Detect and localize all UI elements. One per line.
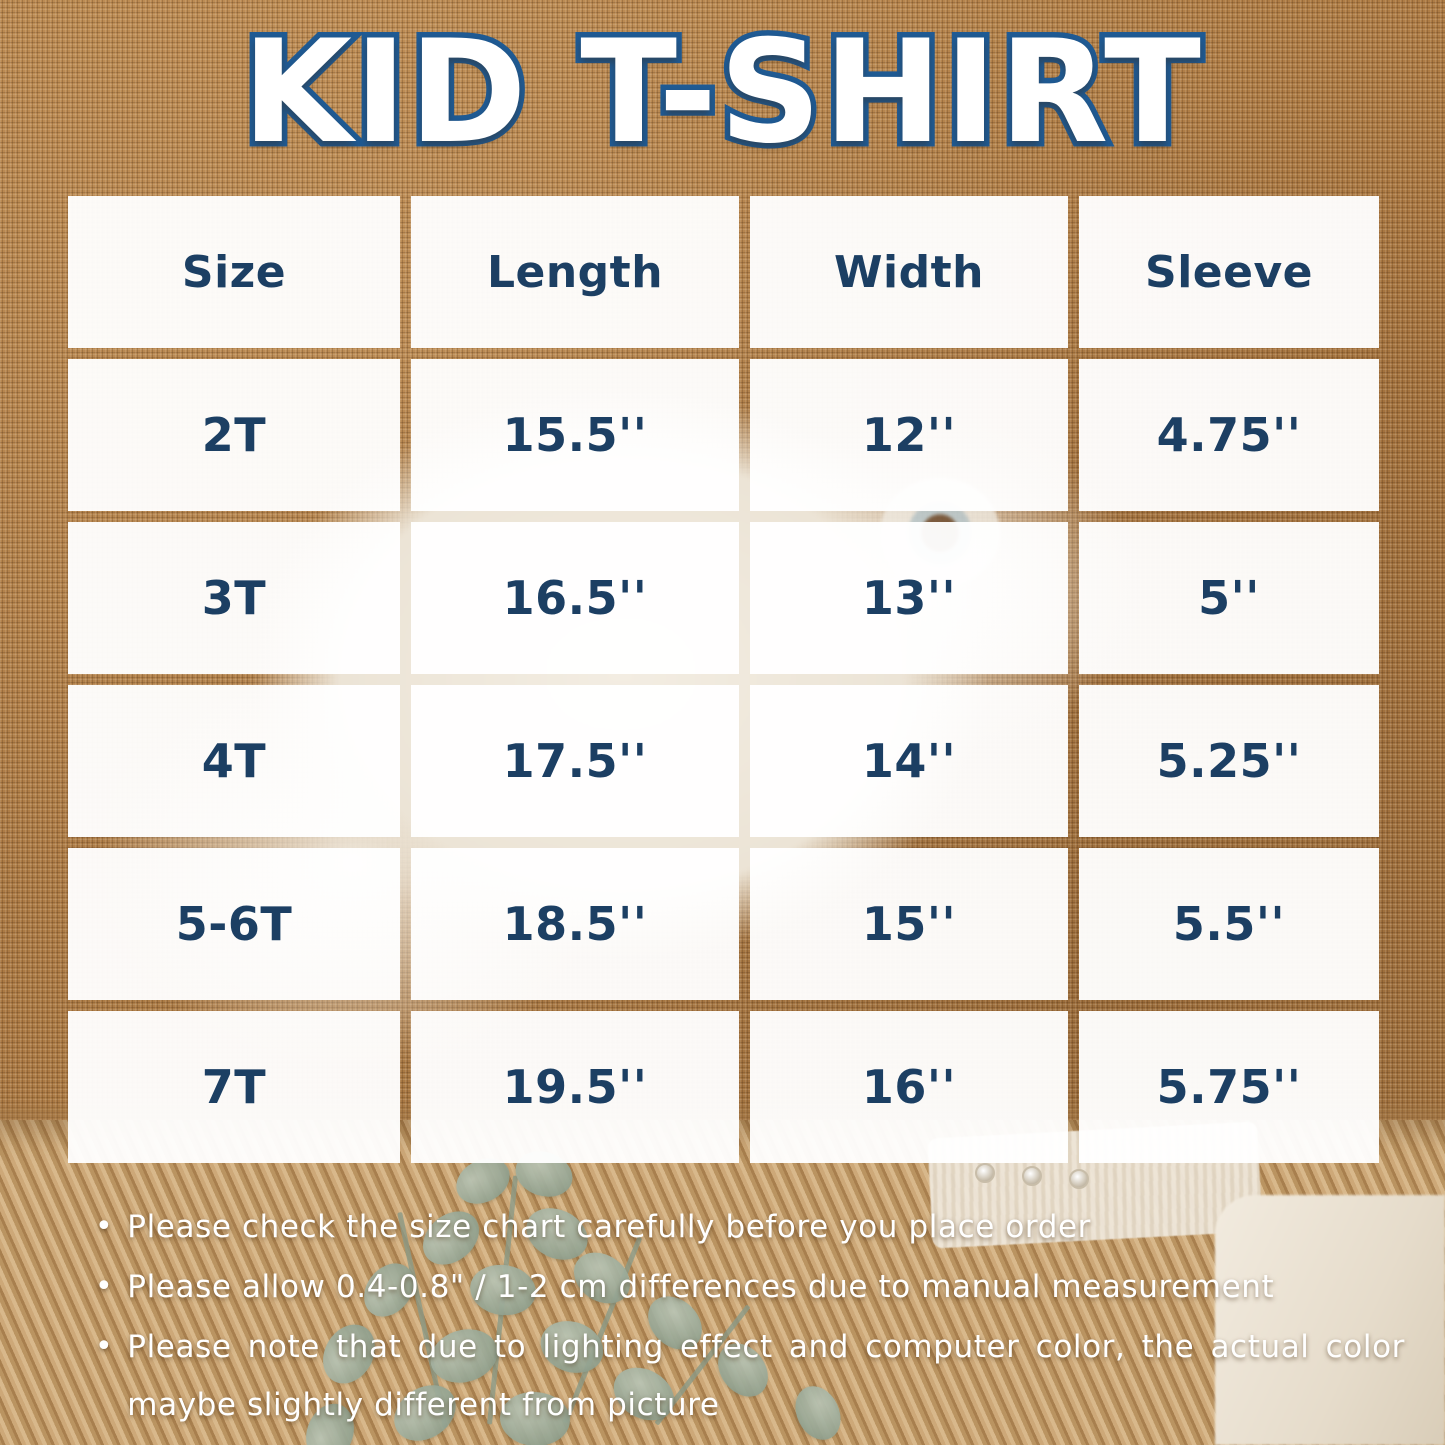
table-row: 5'' <box>1079 522 1379 674</box>
table-row: 5.25'' <box>1079 685 1379 837</box>
note-text: Please check the size chart carefully be… <box>127 1209 1092 1245</box>
table-header-sleeve: Sleeve <box>1079 196 1379 348</box>
table-row: 2T <box>68 359 400 511</box>
table-row: 5-6T <box>68 848 400 1000</box>
bullet-icon: • <box>95 1329 114 1364</box>
table-row: 15'' <box>750 848 1068 1000</box>
snap-button-icon <box>1069 1169 1089 1189</box>
table-row: 4T <box>68 685 400 837</box>
table-row: 14'' <box>750 685 1068 837</box>
table-row: 3T <box>68 522 400 674</box>
list-item: • Please allow 0.4-0.8" / 1-2 cm differe… <box>95 1258 1405 1316</box>
page-title: KID T-SHIRT <box>237 10 1207 175</box>
list-item: • Please note that due to lighting effec… <box>95 1318 1405 1434</box>
disclaimer-notes: • Please check the size chart carefully … <box>95 1198 1405 1436</box>
table-row: 5.75'' <box>1079 1011 1379 1163</box>
table-header-width: Width <box>750 196 1068 348</box>
table-row: 16.5'' <box>411 522 739 674</box>
table-row: 15.5'' <box>411 359 739 511</box>
snap-button-icon <box>975 1163 995 1183</box>
table-row: 4.75'' <box>1079 359 1379 511</box>
table-row: 7T <box>68 1011 400 1163</box>
table-row: 5.5'' <box>1079 848 1379 1000</box>
list-item: • Please check the size chart carefully … <box>95 1198 1405 1256</box>
bullet-icon: • <box>95 1269 114 1304</box>
note-text: Please note that due to lighting effect … <box>127 1329 1405 1423</box>
table-row: 18.5'' <box>411 848 739 1000</box>
note-text: Please allow 0.4-0.8" / 1-2 cm differenc… <box>127 1269 1275 1305</box>
snap-button-icon <box>1022 1166 1042 1186</box>
table-row: 13'' <box>750 522 1068 674</box>
table-header-length: Length <box>411 196 739 348</box>
table-row: 19.5'' <box>411 1011 739 1163</box>
table-row: 12'' <box>750 359 1068 511</box>
table-row: 16'' <box>750 1011 1068 1163</box>
garment-cuff <box>1215 1195 1445 1445</box>
bullet-icon: • <box>95 1209 114 1244</box>
size-chart-table: Size Length Width Sleeve 2T 15.5'' 12'' … <box>68 196 1379 1163</box>
table-header-size: Size <box>68 196 400 348</box>
table-row: 17.5'' <box>411 685 739 837</box>
